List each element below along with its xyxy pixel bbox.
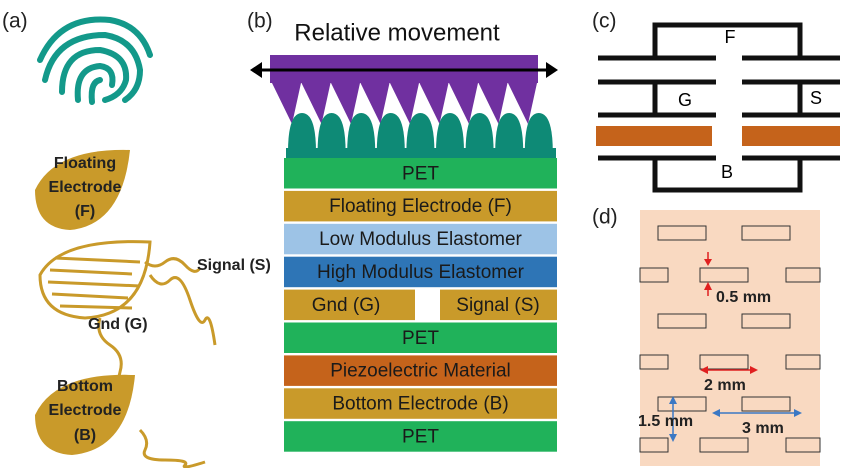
layer [284,223,557,255]
dimension-label: 0.5 mm [716,289,771,306]
fingerprint [37,16,153,105]
panel-label: (a) [2,10,28,33]
electrode-cell [741,225,791,241]
electrode-cell [657,313,707,329]
layer [440,289,557,321]
layer [284,190,557,222]
signal-label: Signal (S) [197,257,271,274]
layer-label: PET [402,163,439,184]
electrode-cell [785,437,821,453]
floating-electrode [35,149,130,230]
bump [347,113,376,152]
electrode-cell [785,354,821,370]
electrode-label: (B) [74,427,96,444]
slider-tooth [390,83,419,124]
layer-label: PET [402,328,439,349]
interdigitated-electrode [38,240,217,468]
electrode-cell [699,437,749,453]
slider-tooth [272,83,301,124]
node-label: F [725,27,736,47]
bump [317,113,346,152]
layer [284,388,557,419]
bump [288,113,316,152]
layer-label: Signal (S) [456,295,539,316]
layer-label: High Modulus Elastomer [317,262,525,283]
electrode-label: Bottom [57,378,113,395]
layer [284,421,557,452]
layer [284,256,557,288]
dimension-arrows [669,252,802,442]
circuit [596,22,840,193]
layer-label: PET [402,426,439,447]
gnd-label: Gnd (G) [88,316,148,333]
electrode-label: Floating [54,155,116,172]
dimension-label: 2 mm [704,377,746,394]
layer-label: Bottom Electrode (B) [332,394,508,415]
electrode-cell [639,267,669,283]
node-label: G [678,90,692,110]
bump [465,113,494,152]
electrode-cell [699,267,749,283]
panel-label: (d) [592,206,618,229]
electrode-label: (F) [75,203,95,220]
layer [284,158,557,189]
layer-label: Gnd (G) [312,295,381,316]
electrode-cell [657,396,707,412]
layer-stack: PET Floating Electrode (F) Low Modulus Ela… [284,158,557,452]
electrode-cell [785,267,821,283]
electrode-cell [639,354,669,370]
layer-label: Floating Electrode (F) [329,196,512,217]
panel-label: (b) [247,10,273,33]
dimension-label: 1.5 mm [638,413,693,430]
node-label: B [721,162,733,182]
electrode-cell [741,313,791,329]
sliding-layer [250,55,558,158]
layer-label: Low Modulus Elastomer [319,229,522,250]
slider-tooth [449,83,478,124]
electrode-pattern [639,225,821,453]
electrode-label: Electrode [49,402,122,419]
bump [406,113,435,152]
bump [524,113,553,152]
node-label: S [810,88,822,108]
electrode-cell [741,396,791,412]
layer-label: Piezoelectric Material [330,361,511,382]
bump [495,113,524,152]
pattern-background [640,210,820,466]
slider-tooth [331,83,360,124]
panel-label: (c) [592,10,617,33]
slider-tooth [419,83,449,124]
bottom-electrode [35,374,135,455]
electrode-cell [699,354,749,370]
movement-label: Relative movement [294,19,500,46]
electrode-label: Electrode [49,179,122,196]
electrode-cell [639,437,669,453]
bump [436,113,464,152]
electrode-cell [657,225,707,241]
layer [284,355,557,386]
dimension-label: 3 mm [742,420,784,437]
slider-tooth [360,83,390,124]
layer [284,322,557,353]
slider-tooth [301,83,331,124]
slider-tooth [508,83,537,124]
bump-base [286,148,556,158]
slider-tooth [478,83,508,124]
layer [284,289,415,321]
bump [376,113,405,152]
